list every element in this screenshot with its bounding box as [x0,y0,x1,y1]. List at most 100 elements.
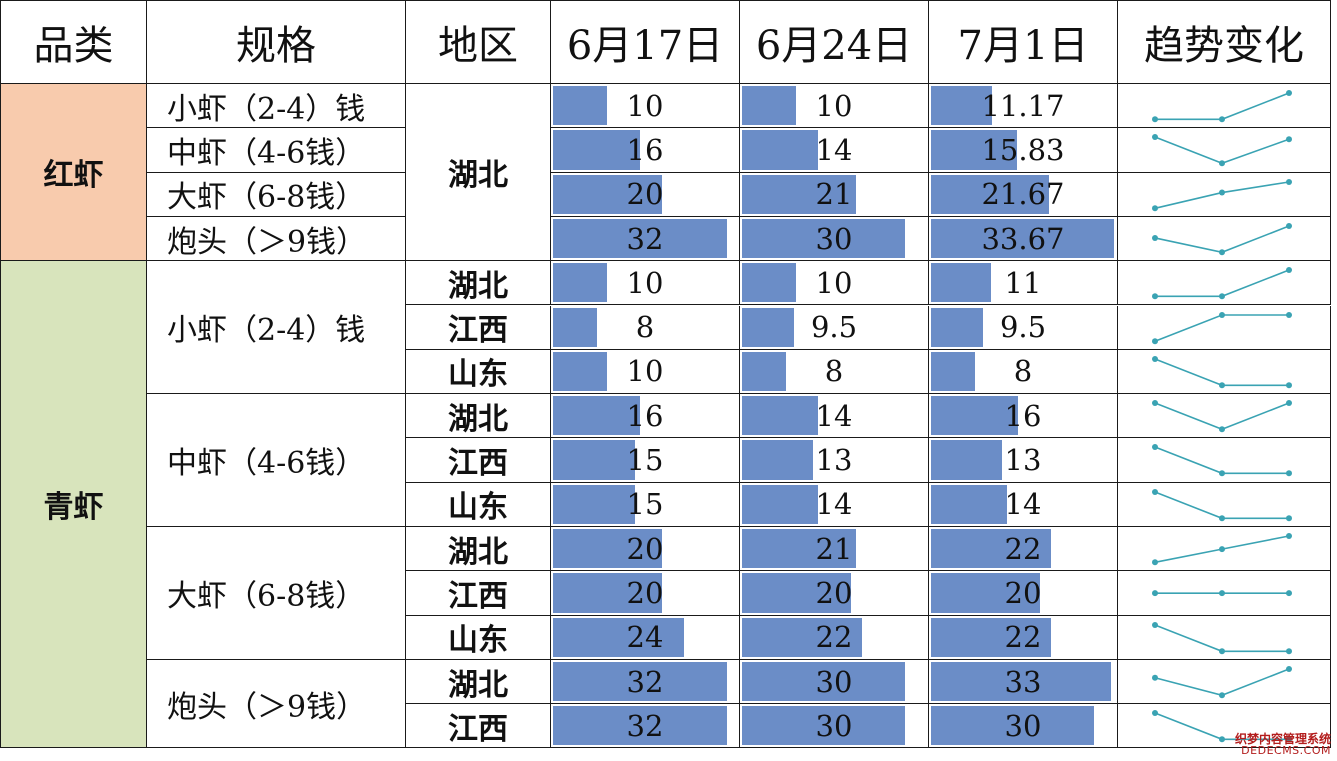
trend-sparkline [1152,621,1292,654]
trend-sparkline [1152,590,1292,597]
price-value: 9.5 [810,310,858,345]
price-value: 33 [1004,664,1042,699]
data-bar [742,174,857,214]
price-value: 16 [626,398,664,433]
trend-sparkline-cell [1118,216,1331,262]
data-bar [931,263,991,303]
price-cell: 11.17 [929,84,1118,129]
sparkline-point [1286,178,1292,185]
sparkline-point [1286,400,1292,407]
price-value: 11.17 [981,88,1065,123]
trend-sparkline [1152,533,1292,566]
price-value: 22 [815,620,853,655]
price-value: 10 [626,265,664,300]
data-bar [553,573,662,613]
price-cell: 15 [551,482,740,527]
sparkline-point [1286,136,1292,143]
data-bar [742,573,851,613]
price-cell: 10 [551,349,740,395]
price-cell: 24 [551,615,740,660]
trend-sparkline [1152,355,1292,389]
price-cell: 30 [929,704,1118,749]
data-bar [931,396,1019,436]
sparkline-point [1286,222,1292,229]
price-cell: 13 [740,438,929,483]
trend-sparkline-cell [1118,615,1331,660]
price-cell: 14 [929,482,1118,527]
sparkline-point [1219,736,1225,743]
region-cell: 山东 [406,482,551,527]
sparkline-point [1286,533,1292,539]
data-bar [931,661,1111,702]
price-cell: 21 [740,172,929,217]
price-cell: 30 [740,216,929,262]
column-header-label: 6月24日 [755,23,913,69]
price-cell: 22 [929,615,1118,660]
column-header: 7月1日 [929,0,1118,84]
sparkline-line [1155,269,1290,298]
trend-sparkline [1152,90,1292,123]
data-bar [742,529,857,569]
price-cell: 13 [929,438,1118,483]
region-label: 山东 [448,357,508,393]
sparkline-point [1152,337,1158,344]
price-value: 30 [815,708,853,743]
trend-sparkline [1152,710,1292,743]
price-value: 16 [626,132,664,167]
data-bar [931,617,1051,657]
data-bar [553,706,728,746]
data-bar [553,86,608,126]
data-bar [742,351,786,392]
price-cell: 16 [551,394,740,439]
price-cell: 16 [551,128,740,173]
region-label: 山东 [448,623,508,659]
sparkline-point [1286,647,1292,654]
data-bar [742,218,906,259]
watermark-line1: 织梦内容管理系统 [1234,731,1331,746]
price-cell: 20 [929,571,1118,616]
price-cell: 8 [551,305,740,350]
price-value: 14 [815,487,853,522]
sparkline-point [1286,736,1292,743]
price-cell: 22 [929,527,1118,572]
price-value: 15.83 [981,132,1065,167]
data-bar [742,86,797,126]
column-header: 品类 [0,0,147,84]
trend-sparkline-cell [1118,84,1331,129]
price-cell: 32 [551,659,740,705]
data-bar [931,573,1040,613]
data-bar [931,529,1051,569]
data-bar [553,396,641,436]
sparkline-point [1152,488,1158,495]
price-value: 20 [1004,575,1042,610]
trend-sparkline-cell [1118,659,1331,705]
trend-sparkline-cell [1118,482,1331,527]
sparkline-point [1152,116,1158,123]
sparkline-line [1154,313,1289,342]
price-cell: 14 [740,128,929,173]
spec-cell: 炮头（＞9钱） [147,216,406,262]
column-header: 规格 [147,0,406,84]
sparkline-line [1154,225,1290,254]
sparkline-line [1154,446,1289,475]
column-header-label: 品类 [33,23,114,69]
spec-label: 小虾（2-4）钱 [167,313,366,349]
price-cell: 33.67 [929,216,1118,262]
trend-sparkline-cell [1118,349,1331,395]
region-label: 湖北 [448,667,508,703]
price-value: 32 [626,708,664,743]
price-value: 11 [1004,265,1042,300]
column-header: 6月24日 [740,0,929,84]
sparkline-point [1219,426,1225,433]
region-label: 江西 [448,446,508,482]
trend-sparkline [1152,488,1292,521]
data-bar [931,440,1002,480]
price-cell: 30 [740,704,929,749]
trend-sparkline-cell [1118,305,1331,350]
data-bar [931,130,1018,170]
sparkline-point [1219,647,1225,654]
price-value: 20 [815,575,853,610]
data-bar [931,218,1115,259]
data-bar [931,307,983,347]
